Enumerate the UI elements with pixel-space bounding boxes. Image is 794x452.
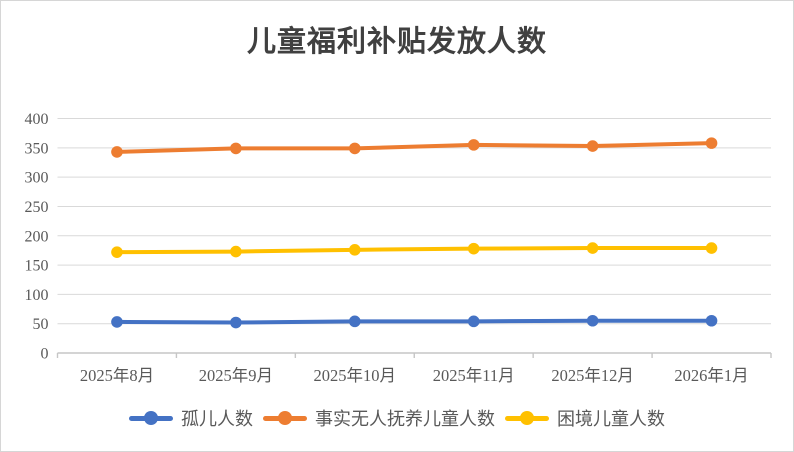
legend-label: 事实无人抚养儿童人数 [315, 409, 495, 429]
legend-label: 孤儿人数 [181, 409, 253, 429]
data-point [705, 314, 718, 327]
data-point [111, 146, 123, 158]
legend-label: 困境儿童人数 [557, 409, 665, 429]
data-point [586, 140, 599, 152]
x-axis-tick-label: 2025年11月 [433, 366, 515, 385]
data-point [705, 242, 718, 254]
legend-dot-marker [520, 411, 534, 425]
data-point [467, 139, 480, 151]
data-point [467, 315, 480, 328]
legend-item-orphans: 孤儿人数 [129, 405, 253, 431]
x-axis-tick-label: 2025年12月 [551, 366, 634, 385]
legend-item-defacto-unsupported-children: 事实无人抚养儿童人数 [263, 405, 495, 431]
data-point [230, 316, 242, 329]
data-point [586, 314, 599, 327]
y-axis-tick-label: 150 [25, 258, 49, 275]
data-point [111, 316, 123, 328]
data-point [111, 246, 123, 258]
x-axis-tick-label: 2025年8月 [80, 366, 154, 385]
data-point [467, 242, 480, 255]
series-line [114, 141, 714, 154]
series-line [114, 246, 714, 255]
y-axis-tick-label: 400 [25, 111, 49, 128]
data-point [705, 137, 718, 149]
y-axis-tick-label: 50 [33, 316, 49, 333]
x-axis-tick-label: 2026年1月 [674, 366, 748, 385]
data-point [230, 142, 242, 155]
legend-item-children-in-difficulty: 困境儿童人数 [505, 405, 665, 431]
y-axis-tick-label: 0 [41, 346, 49, 363]
x-axis-tick-label: 2025年10月 [314, 366, 397, 385]
legend-dot-marker [144, 411, 158, 425]
x-axis-tick-label: 2025年9月 [199, 366, 273, 385]
y-axis-tick-label: 250 [25, 199, 49, 216]
legend-line-marker [129, 411, 173, 425]
data-point [348, 244, 361, 256]
y-axis-tick-label: 350 [25, 140, 49, 157]
data-point [348, 142, 361, 155]
series-line [114, 318, 714, 325]
data-point [348, 315, 361, 328]
y-axis-tick-label: 200 [25, 228, 49, 245]
legend-line-marker [263, 411, 307, 425]
legend-line-marker [505, 411, 549, 425]
chart-legend: 孤儿人数 事实无人抚养儿童人数 困境儿童人数 [1, 405, 793, 431]
data-point [586, 242, 599, 254]
y-axis-tick-label: 300 [25, 170, 49, 187]
chart-title: 儿童福利补贴发放人数 [246, 26, 547, 58]
legend-dot-marker [278, 411, 292, 425]
data-point [230, 245, 242, 258]
y-axis-tick-label: 100 [25, 287, 49, 304]
